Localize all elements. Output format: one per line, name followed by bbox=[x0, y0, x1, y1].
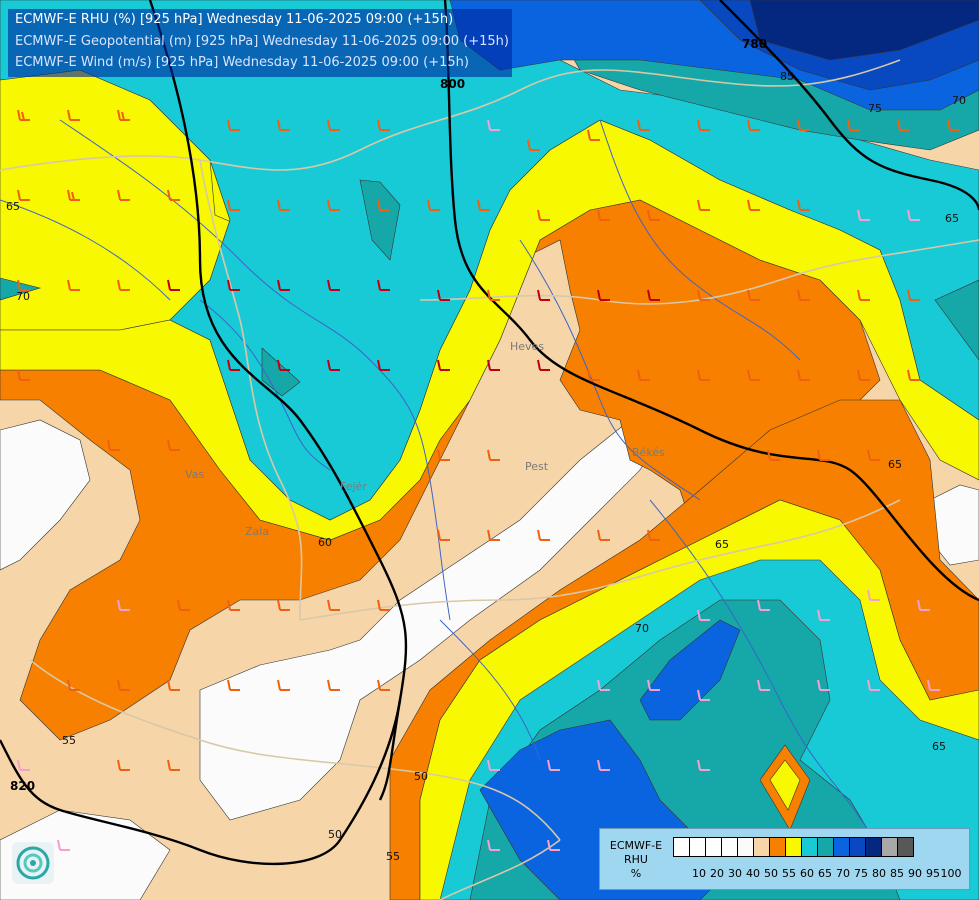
legend-title-unit: % bbox=[630, 867, 642, 880]
legend-label: 80 bbox=[872, 867, 886, 880]
contour-label: 65 bbox=[6, 200, 20, 213]
legend-label: 90 bbox=[908, 867, 922, 880]
legend-label: 70 bbox=[836, 867, 850, 880]
legend-title-variable: RHU bbox=[624, 853, 648, 866]
legend-label: 40 bbox=[746, 867, 760, 880]
rh-50-west bbox=[0, 419, 91, 571]
contour-label: 65 bbox=[715, 538, 729, 551]
legend-label: 50 bbox=[764, 867, 778, 880]
rh-65-patch-southeast bbox=[769, 759, 801, 811]
contour-label: 55 bbox=[62, 734, 76, 747]
contour-label: 70 bbox=[952, 94, 966, 107]
title-box bbox=[8, 9, 512, 77]
wind-barbs bbox=[17, 109, 960, 851]
legend-title: ECMWF-E RHU % bbox=[606, 839, 666, 881]
rh-70-north bbox=[0, 0, 979, 521]
rhu-contour-labels: 65 70 60 55 65 70 65 65 50 55 50 75 70 6… bbox=[6, 70, 966, 863]
contour-label: 55 bbox=[386, 850, 400, 863]
isohypse-label: 780 bbox=[742, 37, 767, 51]
contour-label: 60 bbox=[318, 536, 332, 549]
legend-label: 75 bbox=[854, 867, 868, 880]
contour-label: 75 bbox=[868, 102, 882, 115]
legend-swatch bbox=[801, 837, 818, 857]
title-rhu: ECMWF-E RHU (%) [925 hPa] Wednesday 11-0… bbox=[15, 12, 454, 27]
place-label: Békés bbox=[632, 446, 665, 459]
place-label: Zala bbox=[245, 525, 269, 538]
isohypse-label: 800 bbox=[440, 77, 465, 91]
contour-label: 85 bbox=[780, 70, 794, 83]
legend-swatch bbox=[785, 837, 802, 857]
place-label: Pest bbox=[525, 460, 549, 473]
contour-label: 65 bbox=[945, 212, 959, 225]
rh-80-southeast bbox=[639, 619, 741, 721]
legend-swatch bbox=[769, 837, 786, 857]
contour-label: 65 bbox=[888, 458, 902, 471]
legend-label: 30 bbox=[728, 867, 742, 880]
contour-label: 65 bbox=[932, 740, 946, 753]
legend-swatch bbox=[705, 837, 722, 857]
isohypses bbox=[0, 0, 979, 866]
rh-75-patch-1 bbox=[359, 179, 401, 261]
legend-label: 55 bbox=[782, 867, 796, 880]
legend-swatch bbox=[721, 837, 738, 857]
legend-swatch bbox=[753, 837, 770, 857]
legend-colorbar bbox=[673, 837, 914, 857]
legend-swatch bbox=[689, 837, 706, 857]
legend-swatch bbox=[737, 837, 754, 857]
place-labels: Pest Békés Heves Fejér Zala Vas bbox=[185, 340, 665, 538]
contour-label: 70 bbox=[16, 290, 30, 303]
title-geopotential: ECMWF-E Geopotential (m) [925 hPa] Wedne… bbox=[15, 34, 509, 49]
legend-swatch bbox=[865, 837, 882, 857]
legend-label: 20 bbox=[710, 867, 724, 880]
legend-swatch bbox=[881, 837, 898, 857]
legend-label: 95 bbox=[926, 867, 940, 880]
geopotential-labels: 780 800 820 bbox=[10, 37, 767, 793]
place-label: Heves bbox=[510, 340, 544, 353]
legend-swatch bbox=[849, 837, 866, 857]
legend-label: 100 bbox=[940, 867, 962, 880]
isohypse-label: 820 bbox=[10, 779, 35, 793]
rivers bbox=[0, 119, 881, 851]
legend-swatch bbox=[673, 837, 690, 857]
legend-swatch bbox=[833, 837, 850, 857]
place-label: Vas bbox=[185, 468, 204, 481]
legend-title-model: ECMWF-E bbox=[609, 839, 663, 852]
legend-label: 60 bbox=[800, 867, 814, 880]
borders bbox=[0, 59, 979, 900]
contour-label: 70 bbox=[635, 622, 649, 635]
legend-label: 85 bbox=[890, 867, 904, 880]
legend: ECMWF-E RHU % 10 20 30 40 50 55 60 65 70 75 80 85 90… bbox=[599, 828, 970, 890]
swirl-logo-icon bbox=[12, 842, 54, 884]
legend-label: 65 bbox=[818, 867, 832, 880]
legend-swatch bbox=[817, 837, 834, 857]
title-wind: ECMWF-E Wind (m/s) [925 hPa] Wednesday 1… bbox=[15, 55, 469, 70]
contour-label: 50 bbox=[414, 770, 428, 783]
rh-75-patch-4 bbox=[934, 279, 979, 361]
contour-label: 50 bbox=[328, 828, 342, 841]
legend-label: 10 bbox=[692, 867, 706, 880]
place-label: Fejér bbox=[340, 480, 367, 493]
legend-swatch bbox=[897, 837, 914, 857]
